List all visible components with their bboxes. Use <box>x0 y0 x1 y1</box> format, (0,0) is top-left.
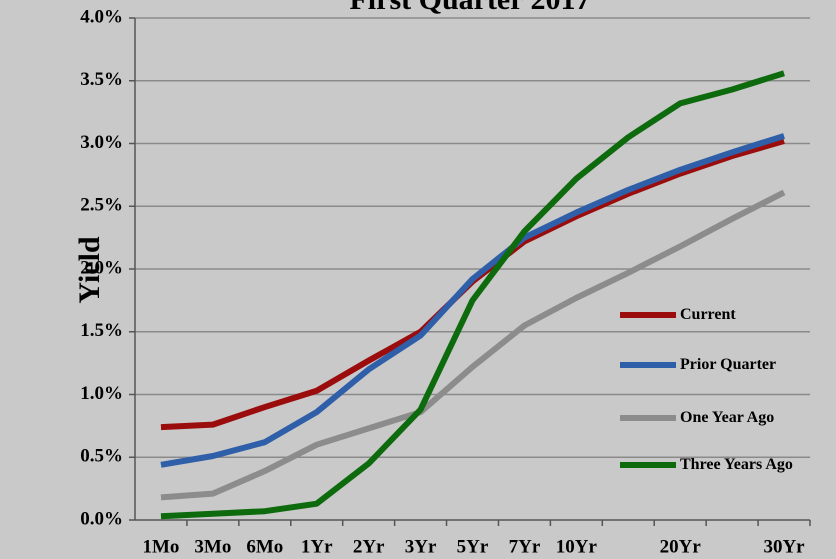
x-tick-label: 10Yr <box>556 536 598 557</box>
y-tick-label: 4.0% <box>80 6 123 27</box>
y-tick-label: 2.0% <box>80 257 123 278</box>
y-tick-label: 3.0% <box>80 132 123 153</box>
y-tick-label: 0.5% <box>80 446 123 467</box>
y-tick-label: 1.0% <box>80 383 123 404</box>
legend-label: Prior Quarter <box>680 356 777 373</box>
legend-label: Three Years Ago <box>680 456 793 473</box>
x-tick-label: 2Yr <box>353 536 385 557</box>
x-tick-label: 7Yr <box>509 536 541 557</box>
x-tick-label: 3Yr <box>405 536 437 557</box>
x-tick-label: 20Yr <box>660 536 702 557</box>
y-tick-label: 2.5% <box>80 195 123 216</box>
y-tick-label: 0.0% <box>80 508 123 529</box>
x-tick-label: 6Mo <box>246 536 283 557</box>
y-axis-label: Yield <box>73 236 106 304</box>
y-tick-label: 3.5% <box>80 69 123 90</box>
x-tick-label: 5Yr <box>457 536 489 557</box>
legend-label: One Year Ago <box>680 409 775 426</box>
series-line <box>160 138 785 431</box>
y-tick-label: 1.5% <box>80 320 123 341</box>
series-line <box>160 133 785 468</box>
x-tick-label: 3Mo <box>194 536 231 557</box>
x-tick-label: 1Yr <box>301 536 333 557</box>
legend-label: Current <box>680 306 736 323</box>
series-line <box>160 189 786 501</box>
chart-title: First Quarter 2017 <box>349 0 590 16</box>
x-tick-label: 1Mo <box>142 536 179 557</box>
x-tick-label: 30Yr <box>763 536 805 557</box>
series-line <box>160 70 785 520</box>
